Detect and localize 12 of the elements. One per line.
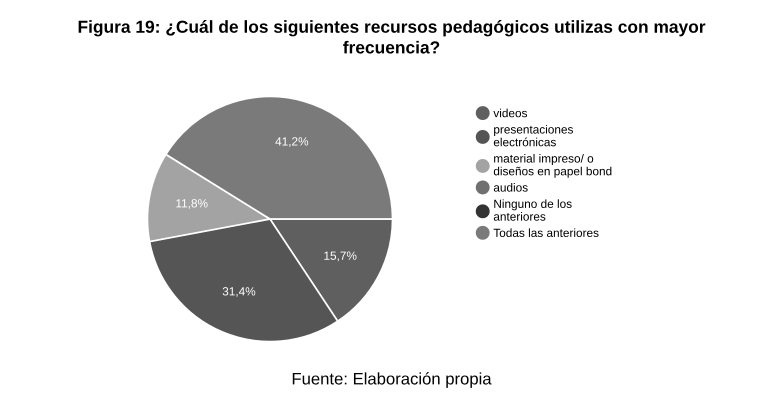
data-label: 41,2%: [275, 137, 308, 147]
legend-label: material impreso/ o diseños en papel bond: [494, 154, 612, 178]
legend-label: presentaciones electrónicas: [494, 124, 573, 146]
source-note: Fuente: Elaboración propia: [292, 372, 492, 388]
data-label: 31,4%: [222, 287, 256, 297]
legend-label: Todas las anteriores: [494, 228, 599, 238]
data-label: 11,8%: [176, 199, 208, 209]
chart-title: Figura 19: ¿Cuál de los siguientes recursos pedagógicos utilizas con mayor frecuencia?: [78, 20, 706, 54]
legend-label: Ninguno de los anteriores: [494, 199, 572, 221]
legend-label: videos: [493, 108, 528, 118]
data-label: 15,7%: [324, 252, 356, 262]
legend-label: audios: [494, 183, 528, 192]
